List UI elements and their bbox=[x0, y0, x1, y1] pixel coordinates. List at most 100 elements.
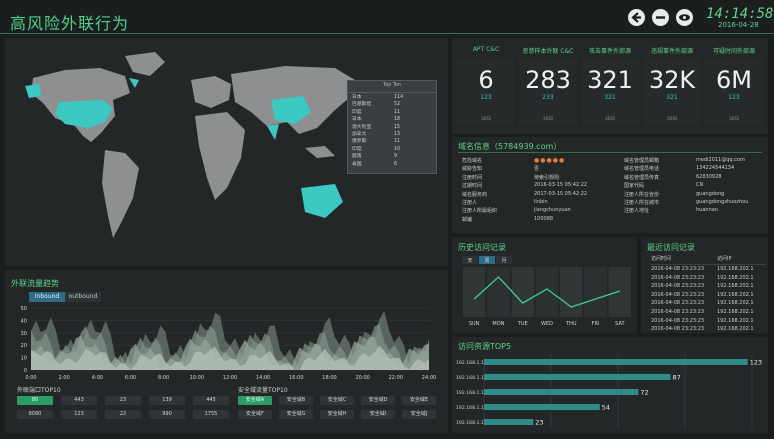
security-domain-button[interactable]: 安全域C bbox=[320, 396, 354, 405]
kpi-sub: 321 bbox=[666, 94, 678, 101]
recent-row[interactable]: 2016-04-08 23:23:23 192.168.202.1 bbox=[651, 282, 766, 291]
top5-bar[interactable] bbox=[484, 389, 639, 395]
top-ten-country: 日本 bbox=[352, 95, 362, 100]
traffic-panel: 外联流量趋势 Inbound outbound 50 40 30 20 10 0 0:00 2… bbox=[5, 270, 448, 433]
top-ten-country: 俄罗斯 bbox=[352, 139, 367, 145]
recent-row[interactable]: 2016-04-08 23:23:23 192.168.202.1 bbox=[651, 317, 766, 326]
kpi-label: 攻击事件外部源 bbox=[588, 48, 631, 55]
traffic-xtick: 4:00 bbox=[92, 375, 103, 381]
traffic-xtick: 20:00 bbox=[355, 375, 369, 381]
minimize-button[interactable] bbox=[652, 9, 669, 26]
kpi-card[interactable]: 恶意样本外联 C&C 283 233 30日 bbox=[519, 48, 577, 126]
top5-bar[interactable] bbox=[484, 374, 671, 380]
security-domain-button[interactable]: 安全域H bbox=[320, 410, 354, 419]
domain-info-value: 100088 bbox=[534, 215, 554, 222]
security-domain-button[interactable]: 安全域E bbox=[402, 396, 436, 405]
domain-info-key: 域名管理员传真 bbox=[624, 174, 660, 181]
top-ten-count: 10 bbox=[394, 146, 401, 152]
security-domain-button[interactable]: 安全域D bbox=[361, 396, 395, 405]
port-button[interactable]: 445 bbox=[193, 396, 229, 405]
security-domain-button[interactable]: 安全域B bbox=[279, 396, 313, 405]
traffic-xtick: 0:00 bbox=[25, 375, 36, 381]
port-button[interactable]: 123 bbox=[61, 410, 97, 419]
security-domain-button[interactable]: 安全域G bbox=[279, 410, 313, 419]
kpi-card[interactable]: 违规事件外部源 32K 321 30日 bbox=[643, 48, 701, 126]
kpi-value: 6M bbox=[716, 66, 752, 94]
top5-label: 192.168.1.1 bbox=[456, 375, 484, 381]
recent-row[interactable]: 2016-04-08 23:23:23 192.168.202.1 bbox=[651, 325, 766, 334]
security-domain-button[interactable]: 安全域J bbox=[402, 410, 436, 419]
domain-info-key: 注册人所在省份 bbox=[624, 191, 660, 198]
history-line bbox=[473, 276, 621, 308]
domain-info-row: 威胁告知 否 bbox=[462, 165, 612, 173]
tab-inbound[interactable]: Inbound bbox=[29, 292, 65, 302]
kpi-label: 违规事件外部源 bbox=[650, 48, 693, 55]
back-button[interactable] bbox=[628, 9, 645, 26]
port-button[interactable]: 80 bbox=[17, 396, 53, 405]
domain-info-value: 否 bbox=[534, 166, 540, 173]
top-ten-country: 加拿大 bbox=[352, 131, 367, 137]
world-map-panel: Top Ten 日本 114 巴基斯坦 52 印度 11 日本 18 澳大利亚 15 加拿… bbox=[5, 38, 448, 266]
recent-time: 2016-04-08 23:23:23 bbox=[651, 266, 705, 272]
kpi-sub: 123 bbox=[728, 94, 740, 101]
history-column bbox=[608, 267, 631, 317]
tab-outbound[interactable]: outbound bbox=[65, 292, 101, 302]
eye-icon bbox=[679, 14, 690, 21]
top-ten-list: 日本 114 巴基斯坦 52 印度 11 日本 18 澳大利亚 15 加拿大 13 俄罗斯 … bbox=[352, 95, 432, 169]
domain-info-row: 国家代码 CN bbox=[624, 182, 764, 190]
recent-row[interactable]: 2016-04-08 23:23:23 192.168.202.1 bbox=[651, 308, 766, 317]
top-ten-country: 巴基斯坦 bbox=[352, 102, 372, 108]
port-button[interactable]: 23 bbox=[105, 396, 141, 405]
traffic-xtick: 22:00 bbox=[389, 375, 403, 381]
traffic-xtick: 24:00 bbox=[422, 375, 436, 381]
domain-info-key: 邮编 bbox=[462, 216, 473, 223]
minus-icon bbox=[656, 16, 665, 19]
port-button[interactable]: 990 bbox=[149, 410, 185, 419]
recent-time: 2016-04-08 23:23:23 bbox=[651, 291, 705, 298]
kpi-card[interactable]: 攻击事件外部源 321 321 30日 bbox=[581, 48, 639, 126]
top5-value: 87 bbox=[673, 374, 681, 382]
port-button[interactable]: 1755 bbox=[193, 410, 229, 419]
domain-info-key: 域名服务商 bbox=[462, 191, 488, 198]
top-ten-row: 越南 9 bbox=[352, 154, 432, 161]
history-tab[interactable] bbox=[496, 256, 512, 264]
recent-row[interactable]: 2016-04-08 23:23:23 192.168.202.1 bbox=[651, 274, 766, 283]
domain-info-row: 注册时间 待索引规则 bbox=[462, 174, 612, 182]
recent-row[interactable]: 2016-04-08 23:23:23 192.168.202.1 bbox=[651, 265, 766, 274]
history-panel: 历史访问记录 天 周 月 SUN MON TUE WED THU FRI SAT bbox=[452, 237, 637, 333]
top5-bar[interactable] bbox=[484, 404, 600, 410]
recent-row[interactable]: 2016-04-08 23:23:23 192.168.202.1 bbox=[651, 291, 766, 300]
domain-info-value: 待索引规则 bbox=[534, 174, 560, 181]
port-button[interactable]: 443 bbox=[61, 396, 97, 405]
security-domain-button[interactable]: 安全域F bbox=[238, 410, 272, 419]
kpi-card[interactable]: 可疑时间外部源 6M 123 30日 bbox=[705, 48, 763, 126]
recent-row[interactable]: 2016-04-08 23:23:23 192.168.202.1 bbox=[651, 299, 766, 308]
arrow-left-icon bbox=[631, 12, 641, 23]
port-button[interactable]: 22 bbox=[105, 410, 141, 419]
traffic-xtick: 2:00 bbox=[59, 375, 70, 381]
kpi-card[interactable]: APT C&C 6 123 30日 bbox=[457, 46, 515, 126]
domain-info-title: 域名信息（5784939.com） bbox=[458, 142, 562, 151]
kpi-label: 恶意样本外联 C&C bbox=[522, 48, 574, 55]
history-tab-label: 周 bbox=[484, 258, 489, 264]
history-tab[interactable] bbox=[479, 256, 495, 264]
top-ten-row: 印度 10 bbox=[352, 147, 432, 154]
traffic-ytick: 30 bbox=[21, 331, 27, 337]
top5-bar[interactable] bbox=[484, 419, 534, 425]
world-map[interactable] bbox=[5, 38, 448, 266]
security-domain-button[interactable]: 安全域I bbox=[361, 410, 395, 419]
history-day-label: FRI bbox=[592, 321, 600, 327]
port-button[interactable]: 8080 bbox=[17, 410, 53, 419]
top5-bar[interactable] bbox=[484, 359, 748, 365]
view-button[interactable] bbox=[676, 9, 693, 26]
domain-info-row: 危险域名 ●●●●● bbox=[462, 157, 612, 165]
history-tab[interactable] bbox=[462, 256, 478, 264]
domain-info-row: 注册人所在城市 guangdongzhuozhou bbox=[624, 199, 764, 207]
history-column bbox=[584, 267, 607, 317]
port-button[interactable]: 139 bbox=[149, 396, 185, 405]
traffic-xtick: 16:00 bbox=[289, 375, 303, 381]
domain-info-key: 注册人地址 bbox=[624, 208, 650, 215]
security-domain-button[interactable]: 安全域A bbox=[238, 396, 272, 405]
domain-info-key: 注册人所在城市 bbox=[624, 199, 660, 206]
top-ten-count: 18 bbox=[394, 117, 401, 123]
